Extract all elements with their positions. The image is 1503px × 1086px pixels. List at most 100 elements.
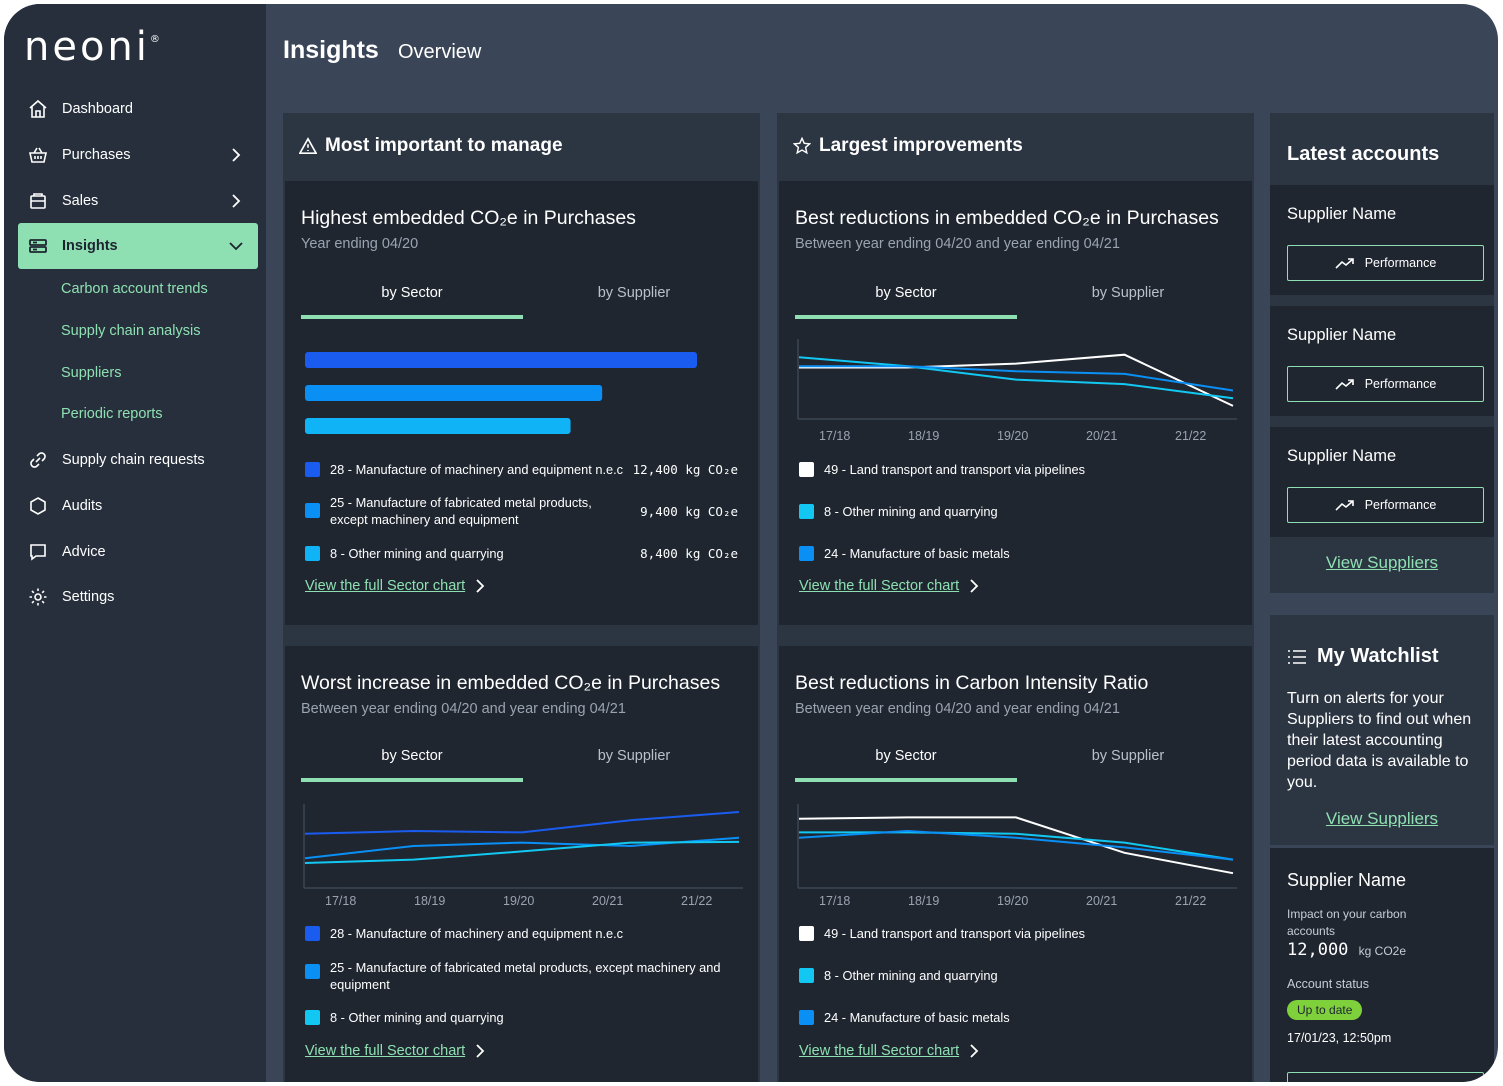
nav-sub-suppliers[interactable]: Suppliers	[61, 365, 122, 381]
x-tick-label: 21/22	[681, 894, 713, 908]
nav-sub-carbon-account-trends[interactable]: Carbon account trends	[61, 281, 208, 297]
line-chart	[797, 339, 1237, 420]
performance-button[interactable]: Performance	[1287, 366, 1484, 402]
chevron-right-icon	[970, 1044, 979, 1058]
nav-label: Insights	[62, 238, 118, 254]
nav-advice[interactable]: Advice	[18, 529, 258, 575]
card-title: Highest embedded CO₂e in Purchases	[301, 207, 636, 229]
chevron-right-icon	[970, 579, 979, 593]
series-line	[304, 811, 740, 835]
section-most-important: Most important to manage Highest embedde…	[283, 113, 760, 1082]
legend-swatch	[799, 1010, 814, 1025]
view-suppliers-link[interactable]: View Suppliers	[1325, 553, 1439, 572]
performance-button[interactable]: Performance	[1287, 487, 1484, 523]
link-icon	[28, 450, 48, 470]
nav-supply-chain-requests[interactable]: Supply chain requests	[18, 437, 258, 483]
supplier-detail-card: Supplier Name Impact on your carbon acco…	[1270, 848, 1494, 1082]
legend-swatch	[799, 504, 814, 519]
x-tick-label: 20/21	[1086, 894, 1118, 908]
warning-icon	[299, 137, 317, 155]
x-tick-label: 18/19	[908, 429, 940, 443]
supplier-name: Supplier Name	[1287, 870, 1407, 890]
tab-by-sector[interactable]: by Sector	[795, 746, 1017, 782]
status-label: Account status	[1287, 977, 1369, 991]
bar-chart	[305, 352, 697, 434]
x-tick-label: 20/21	[1086, 429, 1118, 443]
view-full-sector-chart-link[interactable]: View the full Sector chart	[305, 1043, 485, 1059]
legend-swatch	[799, 546, 814, 561]
x-tick-label: 21/22	[1175, 894, 1207, 908]
section-title: Most important to manage	[299, 135, 563, 157]
legend-item: 49 - Land transport and transport via pi…	[799, 925, 1232, 942]
legend-item: 24 - Manufacture of basic metals	[799, 1009, 1232, 1026]
chevron-right-icon	[476, 579, 485, 593]
nav-sub-supply-chain-analysis[interactable]: Supply chain analysis	[61, 323, 201, 339]
card-best-reductions-intensity: Best reductions in Carbon Intensity Rati…	[779, 646, 1252, 1082]
x-tick-label: 20/21	[592, 894, 624, 908]
x-tick-label: 18/19	[414, 894, 446, 908]
legend-item: 28 - Manufacture of machinery and equipm…	[305, 925, 738, 942]
nav-label: Settings	[62, 589, 115, 605]
section-largest-improvements: Largest improvements Best reductions in …	[777, 113, 1254, 1082]
bar-25	[305, 385, 603, 401]
nav-sales[interactable]: Sales	[18, 178, 258, 224]
performance-button[interactable]	[1287, 1072, 1484, 1082]
series-line	[304, 840, 740, 864]
account-card: Supplier Name Performance	[1270, 306, 1494, 416]
nav-audits[interactable]: Audits	[18, 483, 258, 529]
view-full-sector-chart-link[interactable]: View the full Sector chart	[799, 1043, 979, 1059]
tab-by-sector[interactable]: by Sector	[301, 746, 523, 782]
status-badge: Up to date	[1287, 1000, 1363, 1020]
card-subtitle: Year ending 04/20	[301, 236, 419, 252]
view-full-sector-chart-link[interactable]: View the full Sector chart	[799, 578, 979, 594]
sidebar: neoni® Dashboard Purchases Sales Insight…	[4, 4, 266, 1082]
tab-by-sector[interactable]: by Sector	[795, 283, 1017, 319]
tabs: by Sector by Supplier	[301, 283, 745, 319]
legend-swatch	[799, 926, 814, 941]
card-subtitle: Between year ending 04/20 and year endin…	[795, 236, 1120, 252]
nav-sub-periodic-reports[interactable]: Periodic reports	[61, 406, 163, 422]
timestamp: 17/01/23, 12:50pm	[1287, 1031, 1392, 1045]
nav-settings[interactable]: Settings	[18, 574, 258, 620]
supplier-name: Supplier Name	[1287, 326, 1397, 344]
nav-label: Audits	[62, 498, 103, 514]
page-title: Insights	[283, 36, 379, 64]
legend-item: 49 - Land transport and transport via pi…	[799, 461, 1232, 478]
basket-icon	[28, 145, 48, 165]
view-full-sector-chart-link[interactable]: View the full Sector chart	[305, 578, 485, 594]
logo[interactable]: neoni®	[24, 24, 160, 70]
chevron-right-icon	[232, 194, 241, 208]
series-line	[799, 365, 1234, 392]
tab-by-supplier[interactable]: by Supplier	[1091, 285, 1165, 301]
chevron-right-icon	[232, 148, 241, 162]
view-suppliers-link[interactable]: View Suppliers	[1325, 809, 1439, 828]
tab-by-sector[interactable]: by Sector	[301, 283, 523, 319]
performance-button[interactable]: Performance	[1287, 245, 1484, 281]
nav-insights[interactable]: Insights	[18, 223, 258, 269]
nav-purchases[interactable]: Purchases	[18, 132, 258, 178]
trend-up-icon	[1335, 258, 1354, 269]
card-subtitle: Between year ending 04/20 and year endin…	[301, 701, 626, 717]
legend-item: 28 - Manufacture of machinery and equipm…	[305, 461, 738, 478]
x-tick-label: 19/20	[997, 894, 1029, 908]
x-tick-label: 17/18	[819, 894, 851, 908]
nav-dashboard[interactable]: Dashboard	[18, 86, 258, 132]
series-line	[798, 356, 1234, 400]
legend-item: 25 - Manufacture of fabricated metal pro…	[305, 959, 738, 993]
trend-up-icon	[1335, 500, 1354, 511]
tab-by-supplier[interactable]: by Supplier	[597, 748, 671, 764]
server-icon	[28, 236, 48, 256]
tab-by-supplier[interactable]: by Supplier	[1091, 748, 1165, 764]
card-worst-increase: Worst increase in embedded CO₂e in Purch…	[285, 646, 758, 1082]
card-title: Worst increase in embedded CO₂e in Purch…	[301, 672, 721, 694]
legend-swatch	[305, 964, 320, 979]
register-icon	[28, 191, 48, 211]
tab-by-supplier[interactable]: by Supplier	[597, 285, 671, 301]
trend-up-icon	[1335, 379, 1354, 390]
gear-icon	[28, 587, 48, 607]
legend-item: 8 - Other mining and quarrying	[305, 1009, 738, 1026]
tabs: by Sector by Supplier	[795, 283, 1239, 319]
x-tick-label: 21/22	[1175, 429, 1207, 443]
x-tick-label: 17/18	[819, 429, 851, 443]
header: Insights Overview	[266, 4, 1498, 104]
